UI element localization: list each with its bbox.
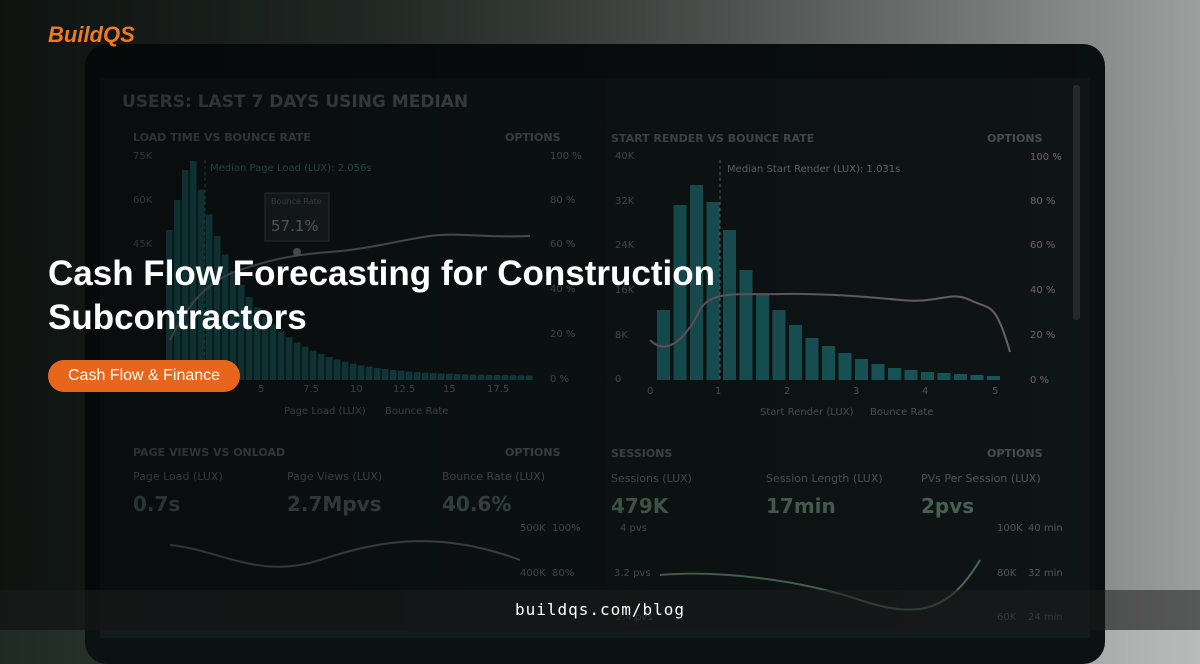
brand-logo: BuildQS xyxy=(48,22,135,47)
category-tag[interactable]: Cash Flow & Finance xyxy=(48,360,241,392)
overlay xyxy=(0,0,1200,630)
footer-bar xyxy=(0,590,1200,630)
title: Cash Flow Forecasting for Construction S… xyxy=(48,254,715,337)
url: buildqs.com/blog xyxy=(514,600,686,619)
